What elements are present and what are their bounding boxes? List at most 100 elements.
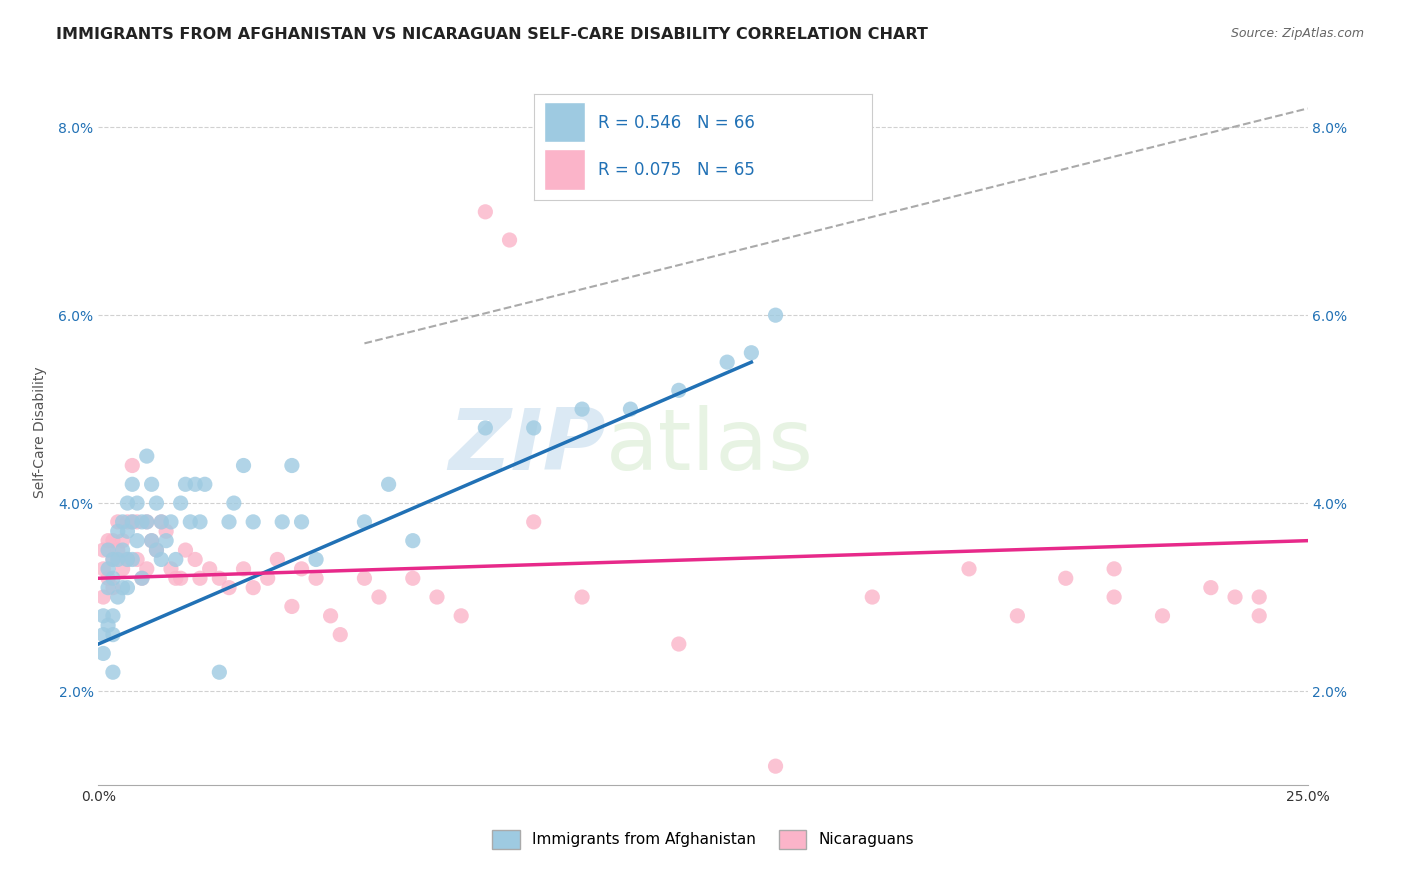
Point bbox=[97, 571, 120, 585]
Point bbox=[1199, 581, 1222, 595]
Point bbox=[91, 647, 114, 661]
Point bbox=[135, 515, 157, 529]
Point bbox=[740, 345, 762, 359]
Point bbox=[184, 477, 207, 491]
Point bbox=[1249, 608, 1271, 623]
Point bbox=[232, 562, 254, 576]
Point bbox=[266, 552, 288, 566]
Point bbox=[1249, 590, 1271, 604]
Point bbox=[353, 515, 375, 529]
Point bbox=[117, 581, 139, 595]
Point bbox=[208, 665, 231, 680]
Point bbox=[145, 496, 167, 510]
Point bbox=[668, 384, 690, 398]
Point bbox=[450, 608, 472, 623]
Point bbox=[668, 637, 690, 651]
Point bbox=[1007, 608, 1029, 623]
Point bbox=[184, 552, 207, 566]
Point bbox=[107, 552, 129, 566]
Point bbox=[218, 581, 240, 595]
Point bbox=[523, 515, 546, 529]
Point bbox=[101, 665, 124, 680]
Point bbox=[1102, 562, 1125, 576]
Text: ZIP: ZIP bbox=[449, 405, 606, 488]
Point bbox=[141, 477, 163, 491]
Point bbox=[117, 524, 139, 539]
Point bbox=[169, 496, 191, 510]
Point bbox=[135, 515, 157, 529]
Point bbox=[101, 608, 124, 623]
Point bbox=[91, 627, 114, 641]
Point bbox=[1152, 608, 1174, 623]
Point bbox=[131, 571, 153, 585]
Point bbox=[111, 562, 134, 576]
Point bbox=[353, 571, 375, 585]
Point bbox=[169, 571, 191, 585]
Point bbox=[1223, 590, 1246, 604]
Point bbox=[127, 533, 149, 548]
Point bbox=[101, 627, 124, 641]
Point bbox=[765, 308, 787, 322]
Point bbox=[194, 477, 217, 491]
Point bbox=[121, 515, 143, 529]
Point bbox=[131, 515, 153, 529]
Point bbox=[232, 458, 254, 473]
Point bbox=[474, 204, 496, 219]
Point bbox=[281, 599, 304, 614]
Point bbox=[91, 608, 114, 623]
Point bbox=[402, 533, 425, 548]
Point bbox=[368, 590, 391, 604]
Point bbox=[97, 533, 120, 548]
Point bbox=[1102, 590, 1125, 604]
Point bbox=[242, 515, 264, 529]
Point bbox=[91, 543, 114, 558]
Point bbox=[290, 515, 312, 529]
Point bbox=[97, 543, 120, 558]
Point bbox=[571, 402, 593, 417]
Point bbox=[474, 421, 496, 435]
Point bbox=[165, 552, 187, 566]
Point bbox=[145, 543, 167, 558]
Point bbox=[97, 562, 120, 576]
Point bbox=[860, 590, 883, 604]
Point bbox=[141, 533, 163, 548]
Text: atlas: atlas bbox=[606, 405, 814, 488]
Point bbox=[222, 496, 245, 510]
Point bbox=[188, 515, 211, 529]
Point bbox=[121, 458, 143, 473]
Point bbox=[329, 627, 352, 641]
Point bbox=[101, 581, 124, 595]
Point bbox=[305, 571, 328, 585]
Point bbox=[208, 571, 231, 585]
Point bbox=[117, 552, 139, 566]
Point bbox=[716, 355, 738, 369]
Point bbox=[107, 515, 129, 529]
Point bbox=[117, 515, 139, 529]
Point bbox=[91, 590, 114, 604]
Text: Source: ZipAtlas.com: Source: ZipAtlas.com bbox=[1230, 27, 1364, 40]
Point bbox=[281, 458, 304, 473]
Point bbox=[155, 533, 177, 548]
Point bbox=[117, 496, 139, 510]
Point bbox=[256, 571, 278, 585]
Point bbox=[319, 608, 342, 623]
Point bbox=[97, 581, 120, 595]
Point bbox=[765, 759, 787, 773]
Point bbox=[155, 524, 177, 539]
Point bbox=[111, 543, 134, 558]
Point bbox=[305, 552, 328, 566]
Point bbox=[135, 562, 157, 576]
Point bbox=[127, 515, 149, 529]
Point bbox=[107, 543, 129, 558]
Point bbox=[179, 515, 201, 529]
Point bbox=[571, 590, 593, 604]
Legend: Immigrants from Afghanistan, Nicaraguans: Immigrants from Afghanistan, Nicaraguans bbox=[486, 824, 920, 855]
Text: IMMIGRANTS FROM AFGHANISTAN VS NICARAGUAN SELF-CARE DISABILITY CORRELATION CHART: IMMIGRANTS FROM AFGHANISTAN VS NICARAGUA… bbox=[56, 27, 928, 42]
Point bbox=[107, 524, 129, 539]
Point bbox=[619, 402, 641, 417]
Point bbox=[188, 571, 211, 585]
Point bbox=[127, 496, 149, 510]
Point bbox=[426, 590, 449, 604]
Point bbox=[957, 562, 980, 576]
Point bbox=[97, 618, 120, 632]
